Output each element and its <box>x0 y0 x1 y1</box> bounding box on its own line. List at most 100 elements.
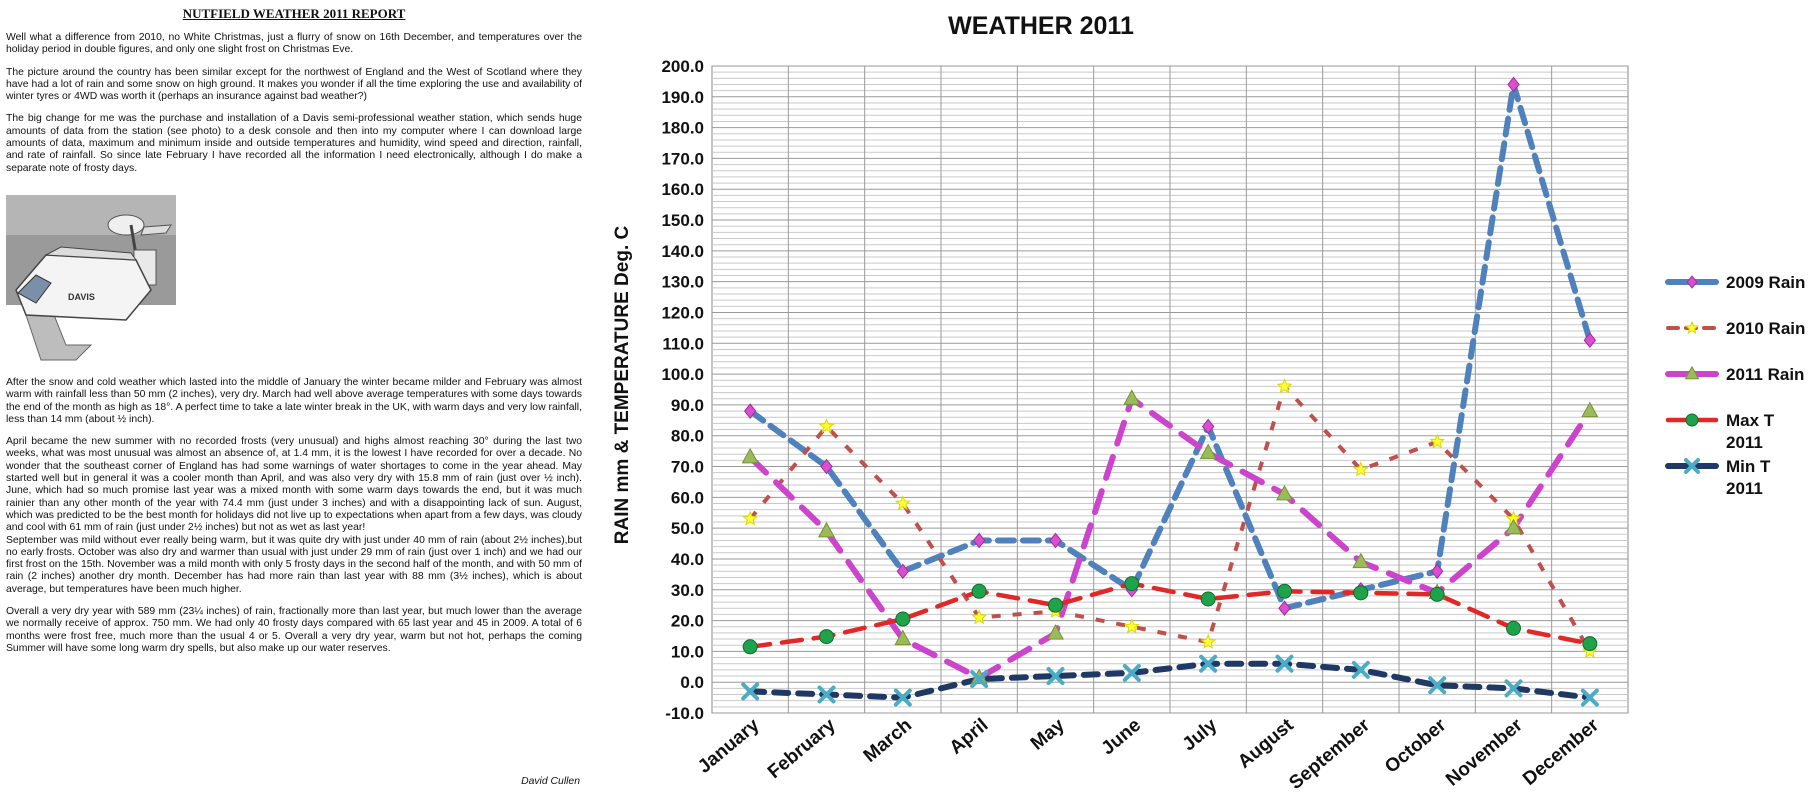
y-tick-label: 100.0 <box>661 365 704 384</box>
y-tick-label: 180.0 <box>661 119 704 138</box>
paragraph-intro: Well what a difference from 2010, no Whi… <box>6 32 582 56</box>
y-tick-label: 80.0 <box>671 427 704 446</box>
marker-diamond <box>1430 563 1444 580</box>
y-tick-label: 30.0 <box>671 581 704 600</box>
x-tick-label: March <box>860 715 916 767</box>
y-tick-label: 110.0 <box>662 334 704 353</box>
chart-legend: 2009 Rain 2010 Rain 2011 Rain Max T 2011 Min … <box>1665 273 1805 498</box>
marker-x <box>1351 660 1370 679</box>
series-lines <box>747 81 1593 701</box>
x-tick-label: July <box>1179 714 1222 755</box>
marker-x <box>741 682 760 701</box>
marker-star <box>1429 433 1446 449</box>
marker-star <box>1200 633 1217 649</box>
x-tick-label: April <box>946 715 993 759</box>
marker-diamond <box>1278 600 1291 617</box>
marker-x <box>1684 458 1700 474</box>
legend-label: 2010 Rain <box>1726 319 1805 338</box>
y-tick-label: 40.0 <box>671 550 704 569</box>
marker-circle <box>1429 586 1445 602</box>
marker-star <box>971 609 988 625</box>
marker-star <box>742 510 759 526</box>
marker-star <box>1123 618 1140 634</box>
marker-x <box>1504 679 1523 698</box>
series-line <box>748 384 1592 653</box>
y-tick-labels: -10.0 0.0 10.0 20.0 30.0 40.0 50.0 60.0 70.0 80.0… <box>661 57 704 723</box>
x-tick-label: November <box>1442 714 1527 790</box>
marker-x <box>817 685 836 704</box>
marker-triangle <box>1199 443 1217 460</box>
marker-x <box>893 688 912 707</box>
y-tick-label: 50.0 <box>671 519 704 538</box>
y-tick-label: 90.0 <box>671 396 704 415</box>
marker-star <box>1685 320 1699 334</box>
y-tick-label: 140.0 <box>661 242 704 261</box>
marker-circle <box>1353 585 1369 601</box>
report-title: NUTFIELD WEATHER 2011 REPORT <box>182 6 406 21</box>
marker-triangle <box>1046 624 1065 640</box>
series-line <box>747 81 1593 612</box>
weather-chart: WEATHER 2011 RAIN mm & TEMPERATURE Deg. … <box>600 0 1812 797</box>
weather-chart-svg: WEATHER 2011 RAIN mm & TEMPERATURE Deg. … <box>612 12 1805 794</box>
y-tick-label: 0.0 <box>680 673 704 692</box>
y-tick-label: 190.0 <box>661 88 704 107</box>
legend-label-cont: 2011 <box>1726 479 1763 498</box>
marker-circle <box>1582 636 1598 652</box>
marker-diamond <box>743 403 757 419</box>
paragraph-winter: After the snow and cold weather which la… <box>6 376 582 425</box>
marker-triangle <box>817 521 836 538</box>
paragraph-country: The picture around the country has been … <box>6 66 582 103</box>
series-line <box>747 581 1593 650</box>
marker-triangle <box>1123 389 1141 405</box>
marker-diamond <box>820 458 833 475</box>
x-tick-label: May <box>1027 714 1069 754</box>
legend-label: 2011 Rain <box>1726 365 1804 384</box>
x-tick-labels: January February March April May June July Augu… <box>694 714 1603 794</box>
marker-triangle <box>1504 518 1523 535</box>
marker-diamond <box>1201 418 1215 435</box>
marker-diamond <box>1507 76 1520 93</box>
weather-station-illustration: DAVIS <box>6 194 176 361</box>
x-tick-label: August <box>1234 714 1298 773</box>
marker-diamond <box>972 532 986 549</box>
marker-diamond <box>1583 332 1597 349</box>
marker-star <box>894 495 911 511</box>
y-tick-label: 60.0 <box>671 488 704 507</box>
legend-label-cont: 2011 <box>1726 433 1763 452</box>
y-tick-label: 150.0 <box>661 211 704 230</box>
marker-x <box>970 670 989 689</box>
marker-star <box>1352 461 1369 477</box>
marker-triangle <box>1352 552 1370 569</box>
y-tick-label: 70.0 <box>671 458 704 477</box>
y-tick-label: 160.0 <box>661 180 704 199</box>
series-line <box>747 660 1593 701</box>
author-signature: David Cullen <box>521 776 580 787</box>
marker-triangle <box>1581 401 1599 418</box>
marker-circle <box>895 611 911 627</box>
y-tick-label: -10.0 <box>665 704 704 723</box>
marker-x <box>1580 688 1599 707</box>
marker-circle <box>1277 583 1292 599</box>
y-axis-label: RAIN mm & TEMPERATURE Deg. C <box>612 226 633 545</box>
marker-star <box>1276 378 1293 394</box>
y-tick-label: 20.0 <box>671 612 704 631</box>
legend-label: Max T <box>1726 411 1775 430</box>
y-tick-label: 130.0 <box>661 273 704 292</box>
marker-triangle <box>894 629 912 646</box>
marker-diamond <box>896 563 910 580</box>
marker-circle <box>742 639 758 655</box>
marker-x <box>1428 676 1447 695</box>
marker-x <box>1046 667 1065 686</box>
marker-x <box>1199 654 1218 673</box>
legend-label: Min T <box>1726 457 1771 476</box>
chart-title: WEATHER 2011 <box>948 12 1134 40</box>
marker-triangle <box>741 447 759 464</box>
series-markers <box>741 76 1599 707</box>
photo-brand-label: DAVIS <box>68 292 95 302</box>
marker-circle <box>1506 620 1521 636</box>
x-tick-label: December <box>1519 714 1603 790</box>
marker-circle <box>1124 576 1140 592</box>
paragraph-davis-station: The big change for me was the purchase a… <box>6 113 582 174</box>
marker-diamond <box>1686 275 1698 289</box>
marker-triangle <box>1684 365 1700 380</box>
